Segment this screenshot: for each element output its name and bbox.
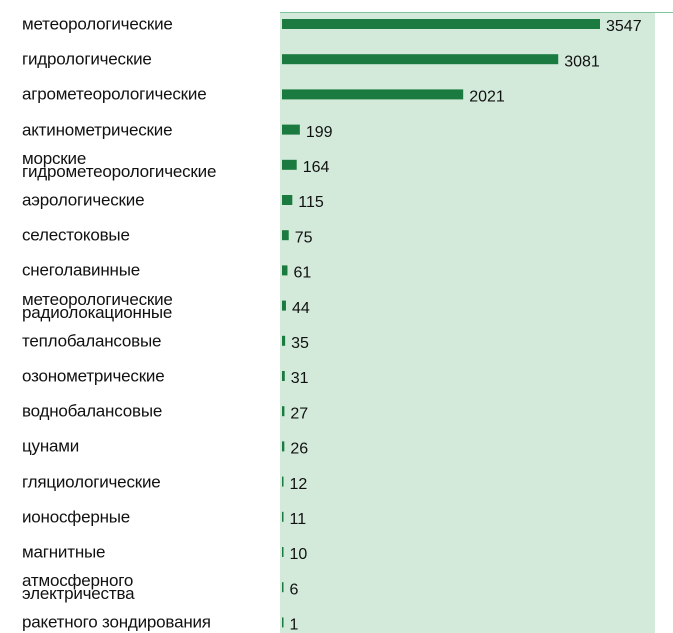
value-label: 26 bbox=[290, 441, 308, 458]
bar bbox=[282, 406, 285, 417]
bar bbox=[282, 159, 297, 170]
category-label: ракетного зондирования bbox=[22, 612, 211, 632]
border-line bbox=[655, 12, 673, 13]
plot-background bbox=[280, 12, 655, 633]
value-label: 35 bbox=[291, 335, 309, 352]
category-label: атмосферного электричества bbox=[22, 571, 135, 604]
category-label: ионосферные bbox=[22, 507, 131, 527]
bar bbox=[282, 195, 293, 205]
bar bbox=[282, 511, 284, 522]
value-label: 27 bbox=[290, 405, 308, 422]
value-label: 6 bbox=[290, 581, 299, 598]
bar bbox=[282, 617, 284, 628]
bar bbox=[282, 441, 285, 452]
value-label: 2021 bbox=[469, 89, 505, 106]
category-label: агрометеорологические bbox=[22, 84, 207, 104]
bar bbox=[282, 54, 559, 65]
value-label: 3547 bbox=[606, 18, 642, 35]
category-label: снеголавинные bbox=[22, 260, 141, 280]
bar bbox=[282, 335, 286, 346]
value-label: 10 bbox=[290, 546, 308, 563]
category-label: магнитные bbox=[22, 542, 106, 562]
category-label: селестоковые bbox=[22, 225, 130, 245]
value-label: 61 bbox=[293, 265, 311, 282]
category-label: озонометрические bbox=[22, 366, 165, 386]
category-label: морские гидрометеорологические bbox=[22, 148, 217, 181]
category-label: метеорологические радиолокационные bbox=[22, 289, 173, 322]
bar bbox=[282, 265, 288, 276]
category-label: гидрологические bbox=[22, 49, 152, 69]
category-label: аэрологические bbox=[22, 190, 145, 210]
value-label: 44 bbox=[292, 300, 310, 317]
category-label: гляциологические bbox=[22, 472, 161, 492]
category-label: метеорологические bbox=[22, 14, 173, 34]
value-label: 31 bbox=[291, 370, 309, 387]
category-label: воднобалансовые bbox=[22, 401, 163, 421]
value-label: 115 bbox=[298, 194, 324, 211]
bar bbox=[282, 89, 464, 100]
value-label: 3081 bbox=[564, 53, 600, 70]
value-label: 12 bbox=[290, 476, 308, 493]
bar bbox=[282, 124, 300, 135]
category-label: актинометрические bbox=[22, 120, 173, 140]
bar bbox=[282, 547, 284, 557]
value-label: 11 bbox=[290, 511, 307, 528]
category-label: цунами bbox=[22, 436, 80, 456]
value-label: 75 bbox=[295, 229, 313, 246]
category-label: теплобалансовые bbox=[22, 331, 162, 351]
value-label: 1 bbox=[290, 617, 299, 632]
bar bbox=[282, 230, 289, 241]
value-label: 164 bbox=[303, 159, 330, 176]
bar bbox=[282, 582, 284, 593]
bar bbox=[282, 371, 285, 381]
bar bbox=[282, 476, 284, 487]
bar bbox=[282, 300, 286, 311]
value-label: 199 bbox=[306, 124, 333, 141]
bar bbox=[282, 19, 600, 29]
